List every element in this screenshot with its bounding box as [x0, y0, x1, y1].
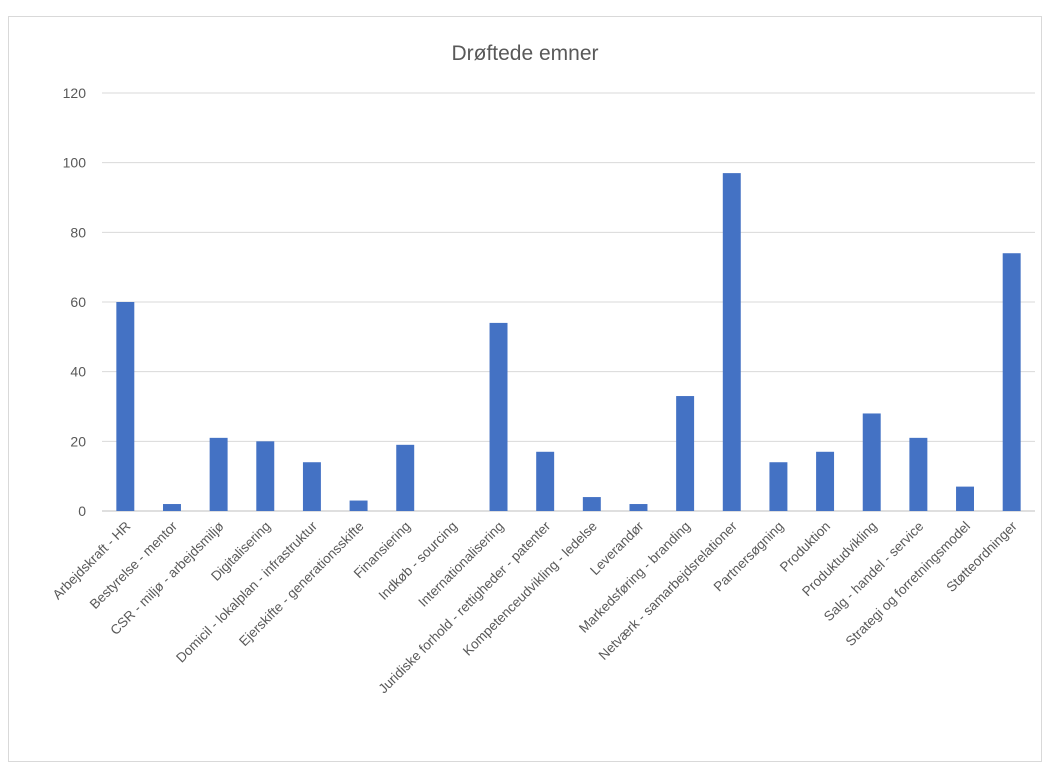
bar [676, 396, 695, 511]
bar [302, 462, 321, 511]
y-tick-label: 80 [70, 224, 86, 240]
x-tick-label: Indkøb - sourcing [376, 519, 460, 603]
x-tick-label: Internationalisering [415, 519, 506, 610]
x-tick-label: Bestyrelse - mentor [87, 518, 181, 612]
bar [629, 504, 648, 511]
y-tick-label: 20 [70, 433, 86, 449]
bar [769, 462, 788, 511]
x-tick-label: Arbejdskraft - HR [50, 518, 134, 602]
bar [1002, 253, 1021, 511]
y-tick-label: 60 [70, 294, 86, 310]
bar [722, 173, 741, 511]
bar [489, 322, 508, 511]
chart-frame [8, 16, 1042, 762]
bar [256, 441, 275, 511]
bar [116, 302, 135, 511]
bar [209, 437, 228, 511]
bar [862, 413, 881, 511]
bar [816, 451, 835, 511]
y-tick-label: 100 [63, 155, 87, 171]
x-tick-label: Juridiske forhold - rettigheder - patent… [376, 518, 554, 696]
bar [396, 444, 415, 511]
bar [909, 437, 928, 511]
bar [536, 451, 555, 511]
y-tick-label: 120 [63, 85, 87, 101]
chart-title: Drøftede emner [451, 42, 598, 65]
bar [582, 497, 601, 511]
y-tick-label: 0 [78, 503, 86, 519]
y-tick-label: 40 [70, 364, 86, 380]
bar [956, 486, 975, 511]
bar [349, 500, 368, 511]
bar [162, 504, 181, 511]
